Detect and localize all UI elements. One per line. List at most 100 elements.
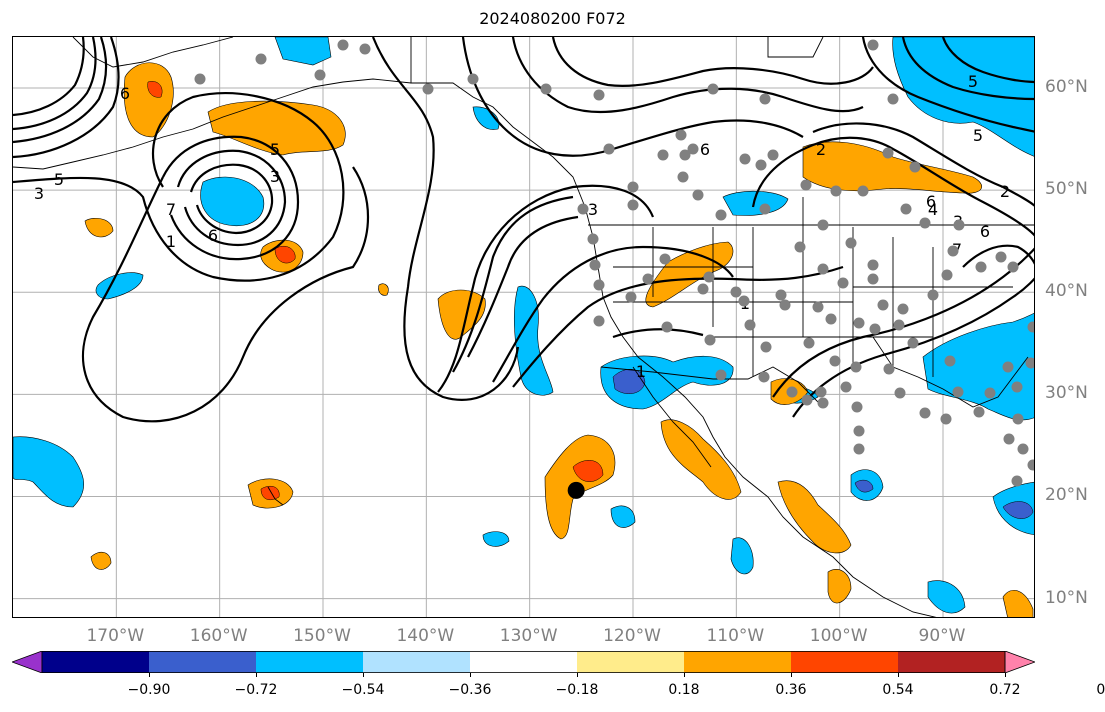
station-dot [779, 299, 791, 311]
station-dot [825, 313, 837, 325]
contour-label: 1 [166, 232, 176, 251]
station-dot [995, 251, 1007, 263]
station-dot [882, 147, 894, 159]
station-dot [1011, 475, 1023, 487]
longitude-label: 120°W [603, 626, 661, 646]
map-canvas: 653176536311262534657 [13, 37, 1034, 617]
shade-region [892, 37, 1034, 157]
shade-region [922, 312, 1034, 421]
station-dot [587, 233, 599, 245]
colorbar-cell [898, 651, 1006, 673]
contour-label: 6 [980, 222, 990, 241]
contour-label: 6 [700, 140, 710, 159]
colorbar-tick-mark [1005, 673, 1006, 677]
latitude-label: 40°N [1045, 281, 1088, 302]
colorbar-cell [577, 651, 685, 673]
station-dot [627, 181, 639, 193]
station-dot [593, 89, 605, 101]
contour-label: 5 [54, 170, 64, 189]
colorbar-outline [41, 651, 1006, 673]
station-dot [794, 241, 806, 253]
shade-region [13, 436, 84, 508]
station-dot [767, 149, 779, 161]
colorbar-tick-label: 0.54 [882, 682, 914, 698]
station-dot [744, 319, 756, 331]
station-dot [715, 209, 727, 221]
station-dot [815, 386, 827, 398]
station-dot [975, 261, 987, 273]
station-dot [867, 273, 879, 285]
station-dot [817, 263, 829, 275]
colorbar-cell [149, 651, 257, 673]
station-dot [194, 73, 206, 85]
station-dot [800, 179, 812, 191]
station-dot [687, 143, 699, 155]
station-dot [840, 381, 852, 393]
station-dot [1027, 459, 1034, 471]
colorbar-tick-mark [149, 673, 150, 677]
station-dot [755, 159, 767, 171]
station-dot [422, 83, 434, 95]
colorbar-extend-low [12, 651, 43, 673]
contour-label: 3 [270, 167, 280, 186]
station-dot [900, 203, 912, 215]
contour-label: 3 [588, 200, 598, 219]
station-dot [817, 397, 829, 409]
station-dot [830, 185, 842, 197]
station-dot [837, 277, 849, 289]
colorbar-tick-label: −0.72 [234, 682, 278, 698]
longitude-label: 160°W [189, 626, 248, 646]
shade-region [660, 419, 742, 500]
station-dot [1003, 433, 1015, 445]
station-dot [850, 361, 862, 373]
shade-region [472, 106, 500, 130]
storm-marker-layer [567, 481, 585, 499]
station-dot [973, 406, 985, 418]
longitude-label: 150°W [293, 626, 351, 646]
station-dot [593, 279, 605, 291]
contour-label: 6 [208, 226, 218, 245]
shade-region [1002, 589, 1034, 617]
colorbar-cell [470, 651, 578, 673]
station-dot [625, 291, 637, 303]
station-dot [941, 269, 953, 281]
colorbar-tick-label: 0.90 [1096, 682, 1105, 698]
station-dot [760, 341, 772, 353]
contour-label: 7 [166, 200, 176, 219]
station-dot [677, 171, 689, 183]
station-dot [1011, 381, 1023, 393]
station-dot [883, 363, 895, 375]
station-dot [853, 425, 865, 437]
station-dot [853, 443, 865, 455]
shade-region [90, 551, 112, 570]
colorbar-cells [12, 651, 1035, 673]
shade-region [437, 289, 486, 340]
station-dot [661, 321, 673, 333]
longitude-label: 140°W [396, 626, 455, 646]
station-dot [467, 73, 479, 85]
station-dot [857, 185, 869, 197]
shade-region [600, 355, 734, 410]
colorbar-tick-mark [363, 673, 364, 677]
colorbar [12, 651, 1035, 673]
shade-region [854, 479, 874, 493]
colorbar-tick-label: 0.18 [668, 682, 700, 698]
station-dot [738, 295, 750, 307]
map-panel: 653176536311262534657 [12, 36, 1035, 618]
colorbar-tick-label: −0.36 [448, 682, 492, 698]
contour-label: 5 [973, 126, 983, 145]
station-dot [589, 259, 601, 271]
shade-region [123, 62, 174, 138]
station-dot [812, 301, 824, 313]
station-dot [1007, 261, 1019, 273]
latitude-label: 20°N [1045, 485, 1088, 506]
station-dot [803, 337, 815, 349]
station-dot [1027, 321, 1034, 333]
station-dot [786, 386, 798, 398]
shade-region [777, 480, 852, 554]
station-dot [337, 39, 349, 51]
latitude-label: 10°N [1045, 587, 1088, 608]
longitude-label: 130°W [499, 626, 558, 646]
latitude-label: 50°N [1045, 179, 1088, 200]
station-dot [593, 315, 605, 327]
